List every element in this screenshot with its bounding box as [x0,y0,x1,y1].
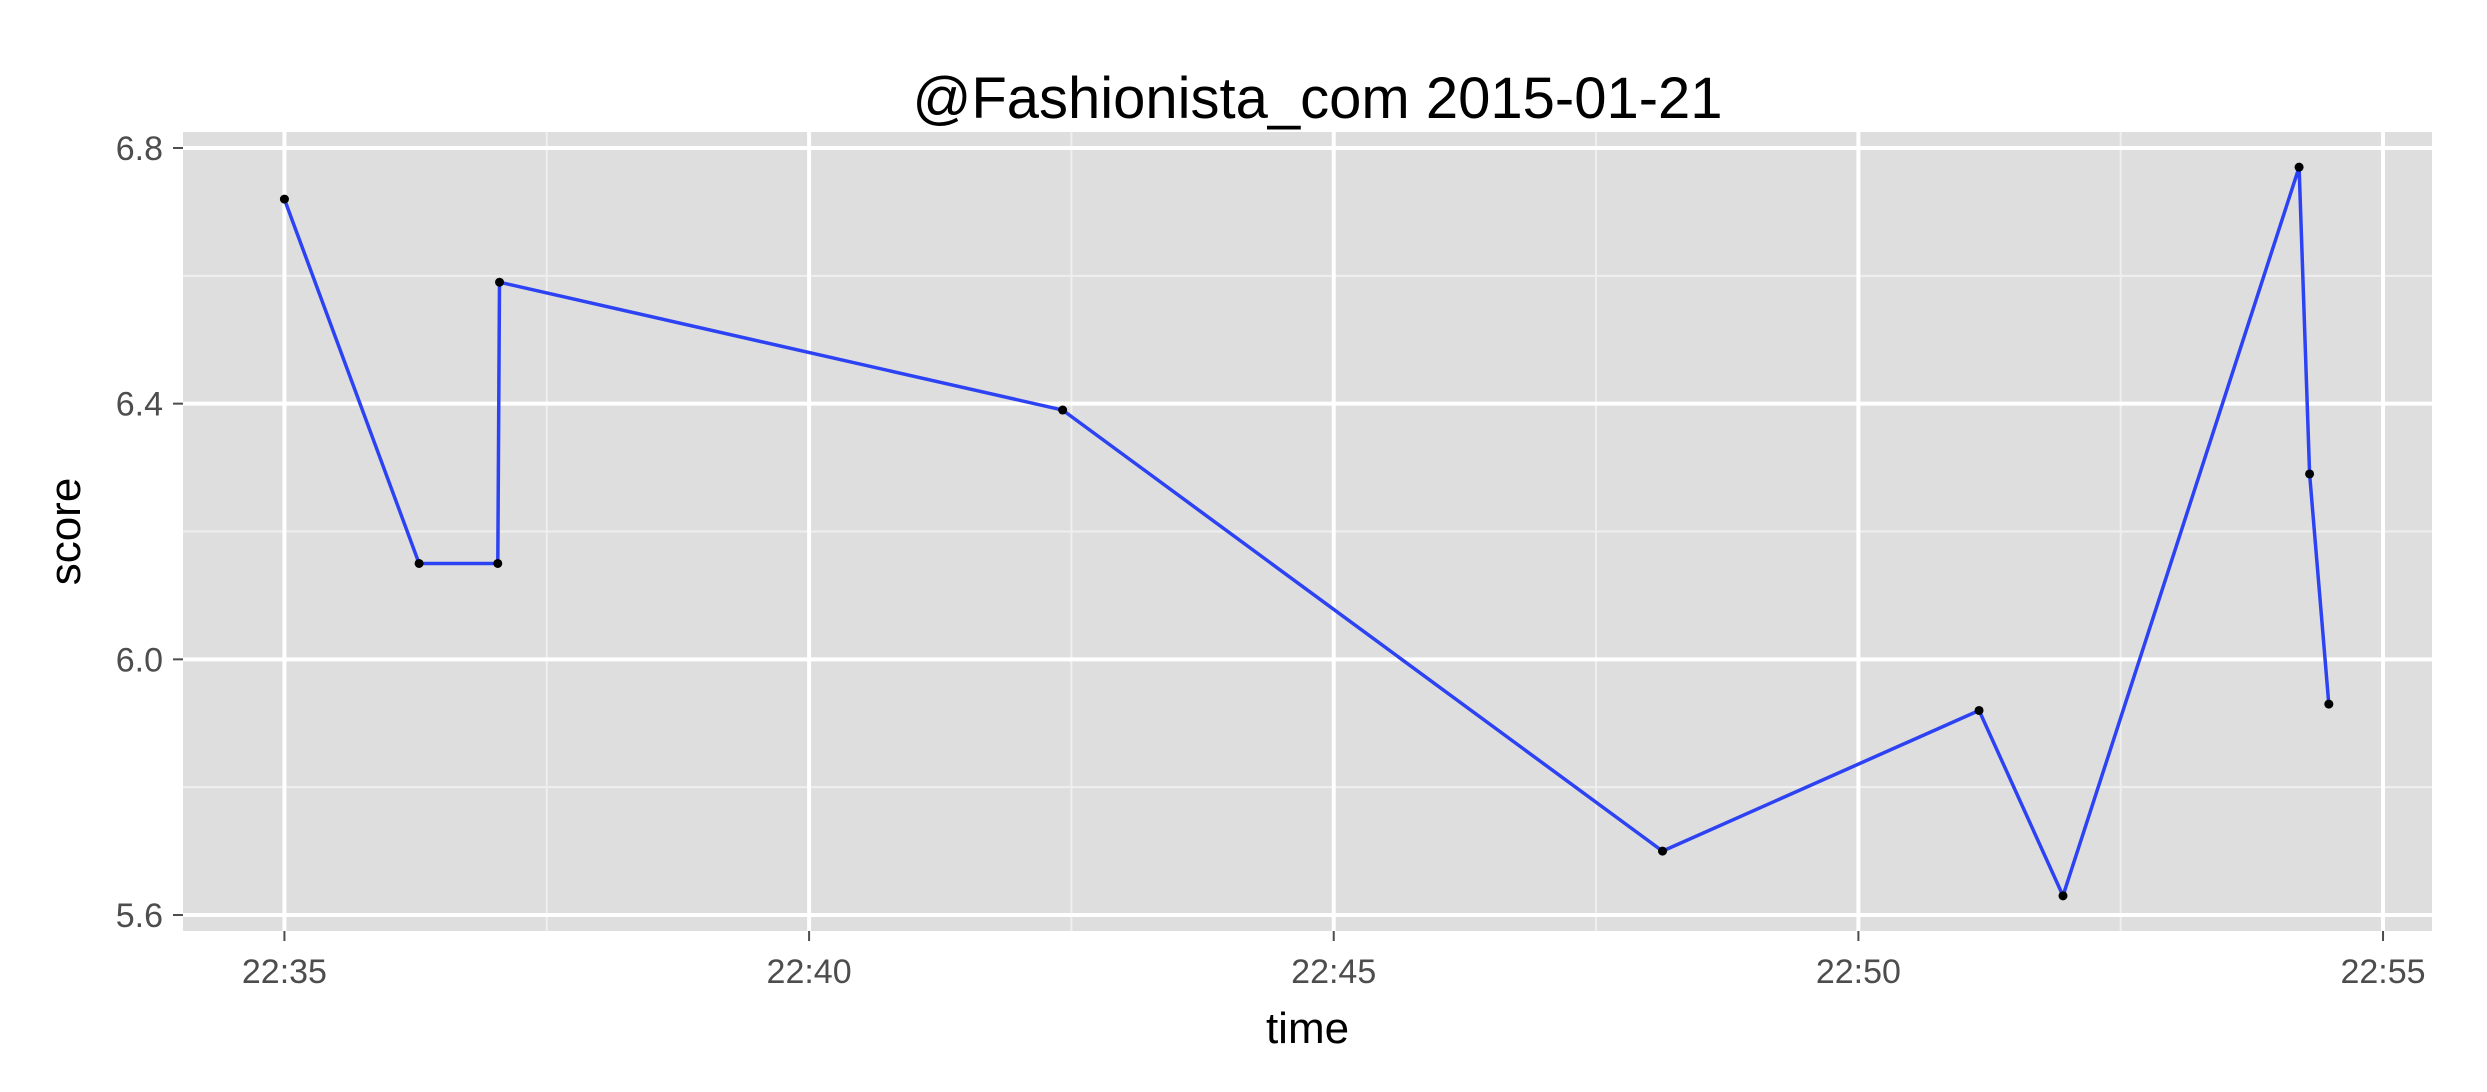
data-point [2294,162,2304,172]
y-tick-label: 6.4 [116,386,163,424]
data-point [1974,705,1984,715]
x-tick-label: 22:55 [2340,953,2425,991]
y-axis: 5.6 6.0 6.4 6.8 [116,130,183,935]
x-tick-label: 22:45 [1291,953,1376,991]
y-tick-label: 6.0 [116,641,163,679]
data-point [1658,846,1668,856]
data-point [495,277,505,287]
major-gridlines [183,132,2432,931]
data-point [2058,891,2068,901]
x-tick-label: 22:40 [767,953,852,991]
data-point [2305,469,2315,479]
data-point [414,558,424,568]
x-tick-label: 22:50 [1816,953,1901,991]
data-point [2324,699,2334,709]
y-axis-title: score [41,478,90,586]
chart-title: @Fashionista_com 2015-01-21 [912,66,1722,131]
series-points [279,162,2334,901]
y-tick-label: 5.6 [116,897,163,935]
x-tick-label: 22:35 [242,953,327,991]
data-point [493,558,503,568]
minor-gridlines [183,132,2432,931]
data-point [279,194,289,204]
data-point [1058,405,1068,415]
y-tick-label: 6.8 [116,130,163,168]
x-axis-title: time [1266,1004,1349,1053]
x-axis: 22:35 22:40 22:45 22:50 22:55 [242,931,2426,991]
